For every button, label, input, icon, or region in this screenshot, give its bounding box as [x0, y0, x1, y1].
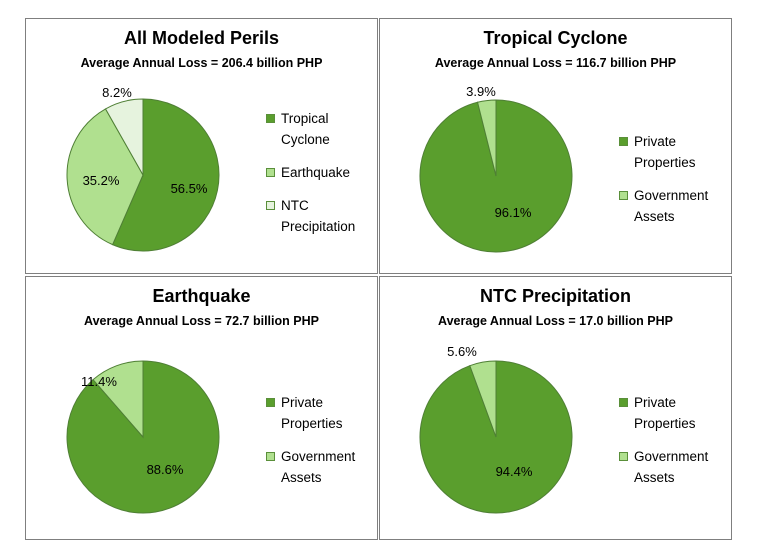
legend-swatch	[266, 452, 275, 461]
legend-item-earthquake: Earthquake	[266, 162, 377, 183]
chart-panel-ntc-precipitation: NTC Precipitation Average Annual Loss = …	[379, 276, 732, 540]
legend-label: Government Assets	[281, 449, 356, 485]
chart-subtitle: Average Annual Loss = 17.0 billion PHP	[438, 314, 673, 328]
legend-swatch	[266, 168, 275, 177]
legend-item-government-assets: Government Assets	[619, 446, 730, 488]
chart-panel-earthquake: Earthquake Average Annual Loss = 72.7 bi…	[25, 276, 378, 540]
data-label: 35.2%	[83, 173, 120, 188]
legend: Tropical Cyclone Earthquake NTC Precipit…	[266, 108, 377, 249]
data-label: 96.1%	[495, 205, 532, 220]
legend-label: Tropical Cyclone	[281, 111, 330, 147]
legend-label: NTC Precipitation	[281, 198, 356, 234]
chart-subtitle: Average Annual Loss = 116.7 billion PHP	[434, 56, 677, 70]
chart-title: NTC Precipitation	[479, 286, 631, 306]
legend-label: Government Assets	[634, 188, 709, 224]
legend-label: Private Properties	[281, 395, 343, 431]
data-label: 3.9%	[466, 84, 496, 99]
legend-swatch	[266, 398, 275, 407]
chart-panel-tropical-cyclone: Tropical Cyclone Average Annual Loss = 1…	[379, 18, 732, 274]
chart-title: Earthquake	[152, 286, 251, 306]
legend-swatch	[619, 191, 628, 200]
legend: Private Properties Government Assets	[619, 392, 730, 500]
data-label: 5.6%	[447, 344, 477, 359]
pie-chart: 56.5% 35.2% 8.2%	[66, 85, 220, 252]
legend: Private Properties Government Assets	[619, 131, 730, 239]
data-label: 8.2%	[102, 85, 132, 100]
legend-item-private-properties: Private Properties	[619, 392, 730, 434]
pie-slice-government-assets	[469, 360, 497, 438]
chart-panel-all-perils: All Modeled Perils Average Annual Loss =…	[25, 18, 378, 274]
chart-subtitle: Average Annual Loss = 206.4 billion PHP	[80, 56, 323, 70]
legend-swatch	[266, 201, 275, 210]
chart-title: All Modeled Perils	[123, 28, 280, 48]
legend-item-ntc-precipitation: NTC Precipitation	[266, 195, 377, 237]
legend-swatch	[619, 452, 628, 461]
legend-label: Private Properties	[634, 134, 696, 170]
legend-label: Earthquake	[281, 165, 351, 180]
legend-label: Government Assets	[634, 449, 709, 485]
legend-item-private-properties: Private Properties	[266, 392, 377, 434]
legend-label: Private Properties	[634, 395, 696, 431]
pie-slice-private-properties	[419, 360, 573, 514]
legend-item-government-assets: Government Assets	[619, 185, 730, 227]
pie-slice-government-assets	[92, 360, 144, 439]
chart-subtitle: Average Annual Loss = 72.7 billion PHP	[84, 314, 319, 328]
data-label: 88.6%	[147, 462, 184, 477]
legend-swatch	[266, 114, 275, 123]
pie-slice-ntc-precipitation	[104, 98, 144, 177]
legend: Private Properties Government Assets	[266, 392, 377, 500]
pie-slice-tropical-cyclone	[111, 98, 220, 252]
legend-swatch	[619, 137, 628, 146]
legend-item-government-assets: Government Assets	[266, 446, 377, 488]
data-label: 94.4%	[496, 464, 533, 479]
pie-chart: 88.6% 11.4%	[66, 360, 220, 514]
data-label: 56.5%	[171, 181, 208, 196]
legend-item-private-properties: Private Properties	[619, 131, 730, 173]
data-label: 11.4%	[81, 374, 117, 389]
chart-title: Tropical Cyclone	[483, 28, 628, 48]
pie-chart: 94.4% 5.6%	[419, 344, 573, 514]
pie-chart: 96.1% 3.9%	[419, 84, 573, 253]
pie-slice-government-assets	[476, 99, 497, 177]
legend-item-tropical-cyclone: Tropical Cyclone	[266, 108, 377, 150]
legend-swatch	[619, 398, 628, 407]
pie-slice-earthquake	[66, 108, 144, 246]
